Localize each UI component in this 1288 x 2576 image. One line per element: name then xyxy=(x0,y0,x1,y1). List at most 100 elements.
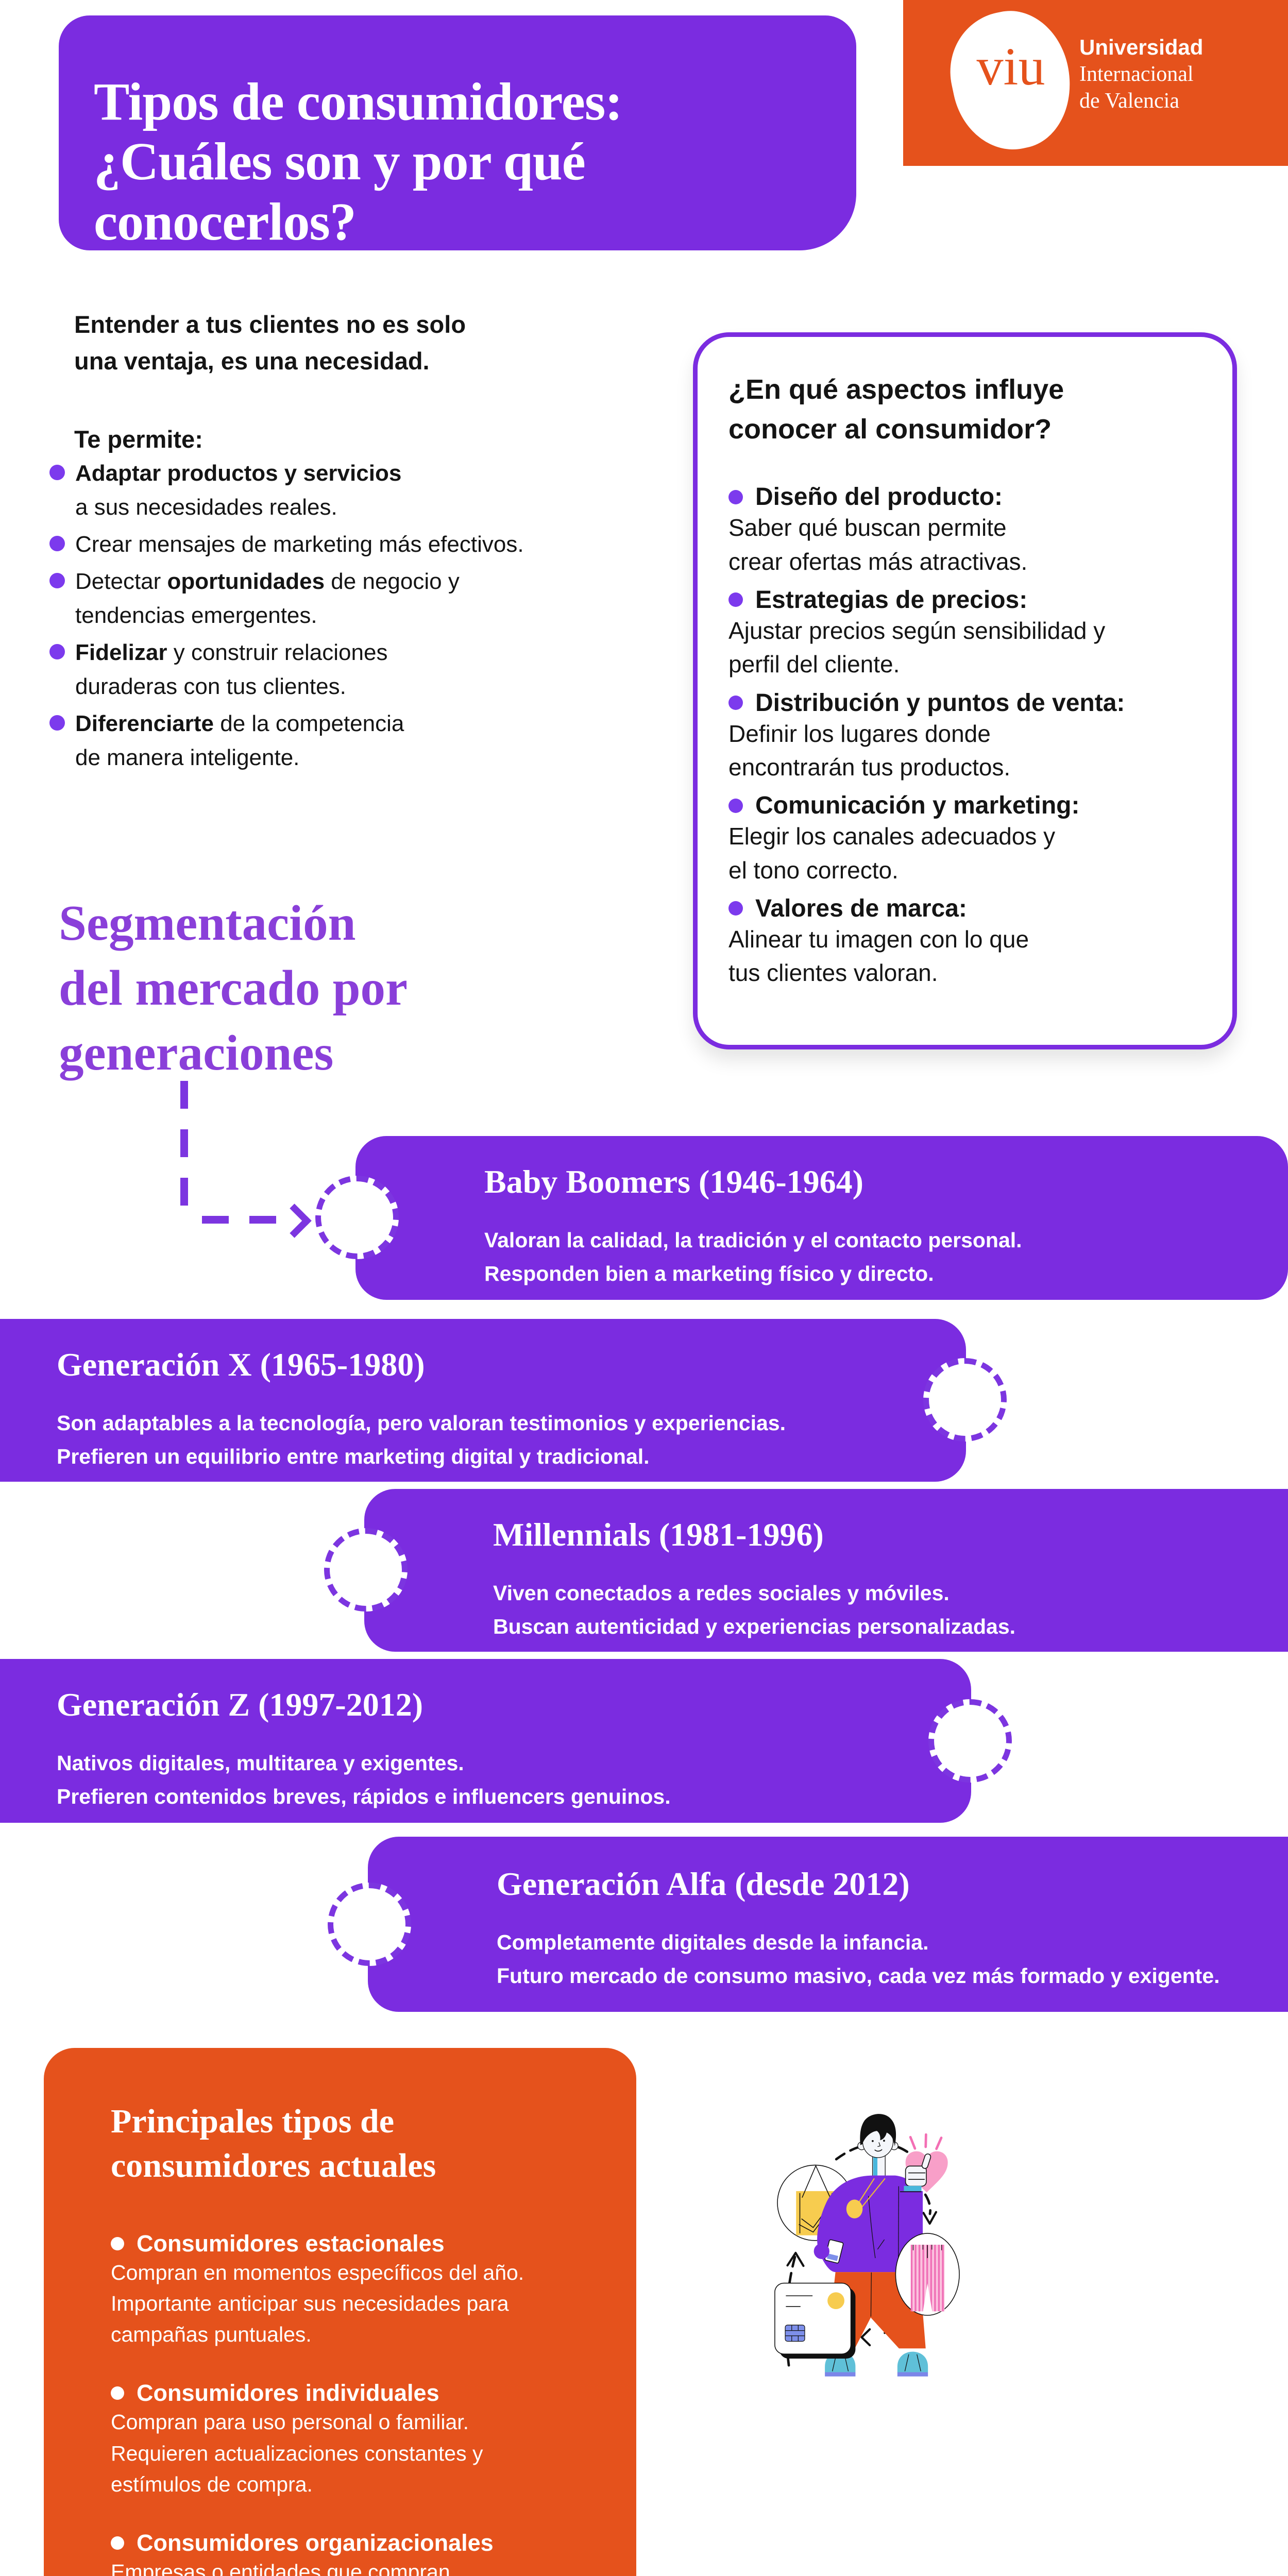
generation-description: Son adaptables a la tecnología, pero val… xyxy=(57,1411,786,1468)
aspect-label: Diseño del producto: xyxy=(755,483,1003,511)
intro-bullet: Detectar oportunidades de negocio y tend… xyxy=(49,565,709,633)
citem-label-row: Consumidores individuales xyxy=(111,2380,600,2406)
aspect-item: Diseño del producto: Saber qué buscan per… xyxy=(728,483,1201,579)
aspect-item: Distribución y puntos de venta: Definir l… xyxy=(728,689,1201,785)
dashed-circle-icon xyxy=(315,1176,399,1259)
aspect-item: Valores de marca: Alinear tu imagen con l… xyxy=(728,894,1201,990)
generation-title: Generación Alfa (desde 2012) xyxy=(497,1866,910,1902)
logo-line-1: Universidad xyxy=(1079,35,1204,59)
header-banner: Tipos de consumidores: ¿Cuáles son y por… xyxy=(59,15,856,251)
aspect-label-row: Diseño del producto: xyxy=(728,483,1201,511)
citem-label-row: Consumidores estacionales xyxy=(111,2230,600,2257)
bullet-dot-icon xyxy=(728,798,743,813)
dashed-circle-icon xyxy=(328,1883,411,1966)
generation-title: Baby Boomers (1946-1964) xyxy=(484,1163,863,1200)
dashed-connector-vertical xyxy=(180,1081,188,1215)
striped-pants-icon xyxy=(895,2233,960,2316)
intro-bullet-text: Crear mensajes de marketing más efectivo… xyxy=(75,532,524,557)
aspect-label-row: Estrategias de precios: xyxy=(728,586,1201,614)
generation-title: Generación Z (1997-2012) xyxy=(57,1686,423,1723)
generation-description: Nativos digitales, multitarea y exigente… xyxy=(57,1751,671,1808)
aspects-list: Diseño del producto: Saber qué buscan per… xyxy=(728,483,1201,990)
aspects-title: ¿En qué aspectos influye conocer al cons… xyxy=(728,374,1064,445)
citem-label-row: Consumidores organizacionales xyxy=(111,2530,600,2556)
arrow-right-icon xyxy=(277,1204,312,1238)
aspect-label: Estrategias de precios: xyxy=(755,586,1028,614)
generation-bar-3: Generación Z (1997-2012) Nativos digitale… xyxy=(0,1659,971,1823)
permite-label: Te permite: xyxy=(74,426,203,453)
intro-bullet-text: Fidelizar y construir relaciones durader… xyxy=(75,640,388,699)
intro-bullet: Adaptar productos y servicios a sus nece… xyxy=(49,456,709,524)
bullet-dot-icon xyxy=(111,2386,124,2400)
generation-title: Generación X (1965-1980) xyxy=(57,1346,425,1383)
citem-label: Consumidores organizacionales xyxy=(137,2530,494,2556)
shopper-illustration xyxy=(774,2114,960,2377)
viu-logo-box: viu Universidad Internacional de Valenci… xyxy=(903,0,1288,166)
bullet-dot-icon xyxy=(49,644,65,659)
viu-logo-mark: viu xyxy=(976,37,1045,96)
generation-description: Viven conectados a redes sociales y móvi… xyxy=(493,1581,1016,1638)
viu-logo-text: Universidad Internacional de Valencia xyxy=(1079,34,1203,114)
aspects-card: ¿En qué aspectos influye conocer al cons… xyxy=(693,332,1237,1049)
generation-bar-1: Generación X (1965-1980) Son adaptables a… xyxy=(0,1319,966,1482)
generation-bar-4: Generación Alfa (desde 2012) Completament… xyxy=(368,1837,1288,2012)
intro-bullet-text: Detectar oportunidades de negocio y tend… xyxy=(75,569,460,628)
credit-card-icon xyxy=(774,2282,856,2359)
segmentation-title: Segmentación del mercado por generacione… xyxy=(59,895,408,1080)
consumer-types-title: Principales tipos de consumidores actual… xyxy=(111,2103,436,2184)
generation-bar-0: Baby Boomers (1946-1964) Valoran la calid… xyxy=(355,1136,1288,1300)
intro-bullet-list: Adaptar productos y servicios a sus nece… xyxy=(49,456,709,778)
dashed-circle-icon xyxy=(923,1358,1007,1442)
aspect-item: Comunicación y marketing: Elegir los cana… xyxy=(728,791,1201,887)
bullet-dot-icon xyxy=(728,489,743,504)
intro-bullet: Crear mensajes de marketing más efectivo… xyxy=(49,528,709,562)
bullet-dot-icon xyxy=(49,573,65,588)
aspect-description: Saber qué buscan permite crear ofertas m… xyxy=(728,514,1028,575)
aspect-label-row: Valores de marca: xyxy=(728,894,1201,923)
bullet-dot-icon xyxy=(111,2536,124,2550)
aspect-label: Distribución y puntos de venta: xyxy=(755,689,1125,717)
citem-description: Empresas o entidades que compran en volu… xyxy=(111,2560,450,2576)
dashed-circle-icon xyxy=(928,1699,1012,1783)
bullet-dot-icon xyxy=(728,696,743,710)
generation-bar-2: Millennials (1981-1996) Viven conectados … xyxy=(364,1489,1288,1652)
aspect-description: Definir los lugares donde encontrarán tu… xyxy=(728,720,1011,781)
bullet-dot-icon xyxy=(728,901,743,916)
generation-description: Valoran la calidad, la tradición y el co… xyxy=(484,1228,1022,1285)
consumer-types-list: Consumidores estacionales Compran en mome… xyxy=(111,2230,600,2576)
logo-line-3: de Valencia xyxy=(1079,89,1179,113)
aspect-description: Elegir los canales adecuados y el tono c… xyxy=(728,823,1056,884)
intro-bullet-text: Adaptar productos y servicios a sus nece… xyxy=(75,461,402,520)
citem-description: Compran en momentos específicos del año.… xyxy=(111,2260,524,2347)
bullet-dot-icon xyxy=(111,2236,124,2250)
intro-lead: Entender a tus clientes no es solo una v… xyxy=(74,311,466,375)
aspect-description: Alinear tu imagen con lo que tus cliente… xyxy=(728,925,1029,987)
citem-item: Consumidores individuales Compran para us… xyxy=(111,2380,600,2500)
citem-label: Consumidores estacionales xyxy=(137,2230,445,2257)
citem-item: Consumidores estacionales Compran en mome… xyxy=(111,2230,600,2350)
generation-title: Millennials (1981-1996) xyxy=(493,1516,824,1553)
aspect-item: Estrategias de precios: Ajustar precios s… xyxy=(728,586,1201,682)
aspect-label-row: Distribución y puntos de venta: xyxy=(728,689,1201,717)
aspect-label-row: Comunicación y marketing: xyxy=(728,791,1201,820)
intro-bullet: Fidelizar y construir relaciones durader… xyxy=(49,636,709,704)
intro-bullet-text: Diferenciarte de la competencia de maner… xyxy=(75,711,404,770)
dashed-connector-horizontal xyxy=(202,1216,289,1224)
citem-description: Compran para uso personal o familiar. Re… xyxy=(111,2410,483,2496)
intro-bullet: Diferenciarte de la competencia de maner… xyxy=(49,707,709,775)
aspect-label: Valores de marca: xyxy=(755,894,967,922)
logo-line-2: Internacional xyxy=(1079,62,1194,87)
heart-icon xyxy=(905,2133,948,2193)
dashed-arrow-icon xyxy=(785,2142,937,2367)
dashed-circle-icon xyxy=(324,1528,408,1612)
aspect-description: Ajustar precios según sensibilidad y per… xyxy=(728,617,1106,678)
bullet-dot-icon xyxy=(49,715,65,731)
bullet-dot-icon xyxy=(49,465,65,480)
bullet-dot-icon xyxy=(728,592,743,607)
thumbs-up-shopper xyxy=(814,2114,931,2377)
generation-description: Completamente digitales desde la infanci… xyxy=(497,1930,1220,1988)
bullet-dot-icon xyxy=(49,536,65,551)
citem-item: Consumidores organizacionales Empresas o … xyxy=(111,2530,600,2576)
citem-label: Consumidores individuales xyxy=(137,2380,439,2406)
